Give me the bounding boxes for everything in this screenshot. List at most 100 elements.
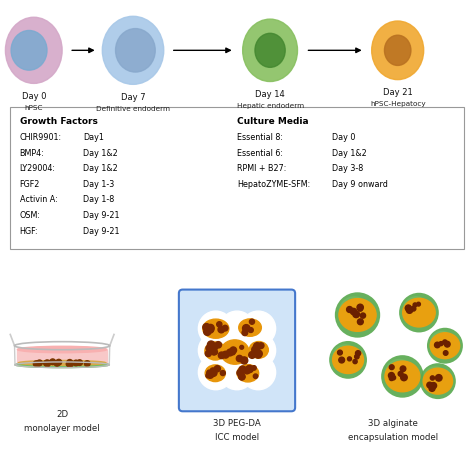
Ellipse shape bbox=[102, 16, 164, 84]
Circle shape bbox=[346, 307, 353, 312]
Circle shape bbox=[68, 361, 73, 366]
Text: hPSC-Hepatocy: hPSC-Hepatocy bbox=[370, 101, 426, 107]
Circle shape bbox=[241, 357, 248, 364]
Circle shape bbox=[243, 330, 246, 334]
Circle shape bbox=[255, 351, 262, 358]
FancyBboxPatch shape bbox=[179, 290, 295, 411]
Ellipse shape bbox=[5, 17, 62, 83]
Circle shape bbox=[253, 374, 258, 378]
Circle shape bbox=[45, 360, 50, 365]
Text: Day 7: Day 7 bbox=[121, 93, 146, 102]
Circle shape bbox=[413, 303, 417, 307]
Circle shape bbox=[231, 351, 235, 355]
Circle shape bbox=[219, 311, 255, 346]
Circle shape bbox=[329, 341, 367, 379]
Circle shape bbox=[212, 346, 217, 351]
Text: Day 1&2: Day 1&2 bbox=[83, 164, 118, 173]
Ellipse shape bbox=[237, 365, 259, 382]
Ellipse shape bbox=[339, 299, 376, 331]
Text: 2D: 2D bbox=[56, 410, 68, 419]
Circle shape bbox=[337, 350, 342, 355]
Text: RPMI + B27:: RPMI + B27: bbox=[237, 164, 286, 173]
Circle shape bbox=[445, 341, 450, 347]
Circle shape bbox=[67, 360, 73, 365]
Circle shape bbox=[241, 333, 275, 368]
Text: Day 0: Day 0 bbox=[331, 133, 355, 142]
Circle shape bbox=[222, 325, 228, 331]
Circle shape bbox=[239, 374, 245, 380]
Circle shape bbox=[427, 382, 432, 388]
Circle shape bbox=[398, 372, 403, 376]
Circle shape bbox=[56, 359, 62, 365]
Ellipse shape bbox=[205, 342, 226, 360]
Text: Day 9-21: Day 9-21 bbox=[83, 211, 120, 220]
Circle shape bbox=[360, 313, 365, 318]
Circle shape bbox=[333, 345, 357, 369]
Circle shape bbox=[44, 360, 49, 366]
FancyBboxPatch shape bbox=[10, 107, 464, 249]
Text: Day 0: Day 0 bbox=[21, 92, 46, 101]
Circle shape bbox=[219, 352, 225, 359]
Circle shape bbox=[205, 329, 210, 335]
Circle shape bbox=[77, 360, 82, 365]
Circle shape bbox=[244, 367, 250, 374]
Circle shape bbox=[208, 341, 215, 348]
Circle shape bbox=[84, 361, 90, 366]
Circle shape bbox=[220, 371, 225, 375]
Ellipse shape bbox=[11, 30, 47, 70]
Text: monolayer model: monolayer model bbox=[24, 424, 100, 433]
Ellipse shape bbox=[18, 360, 106, 365]
Text: HGF:: HGF: bbox=[19, 227, 38, 236]
Text: LY29004:: LY29004: bbox=[19, 164, 55, 173]
Circle shape bbox=[417, 302, 420, 306]
Circle shape bbox=[204, 328, 211, 335]
Circle shape bbox=[347, 357, 352, 361]
Circle shape bbox=[230, 347, 237, 354]
Text: HepatoZYME-SFM:: HepatoZYME-SFM: bbox=[237, 180, 310, 189]
Circle shape bbox=[381, 355, 424, 398]
Circle shape bbox=[248, 328, 253, 332]
Circle shape bbox=[215, 342, 221, 348]
Text: Day 1&2: Day 1&2 bbox=[83, 149, 118, 158]
Circle shape bbox=[66, 361, 72, 367]
Circle shape bbox=[241, 355, 275, 390]
Circle shape bbox=[227, 349, 233, 356]
Ellipse shape bbox=[203, 319, 229, 338]
Circle shape bbox=[423, 367, 447, 390]
Circle shape bbox=[339, 357, 345, 363]
Circle shape bbox=[240, 346, 244, 349]
Circle shape bbox=[210, 369, 217, 376]
Circle shape bbox=[429, 385, 435, 392]
Circle shape bbox=[249, 319, 255, 324]
Circle shape bbox=[239, 366, 246, 373]
Ellipse shape bbox=[384, 35, 411, 65]
Circle shape bbox=[218, 326, 225, 333]
Circle shape bbox=[356, 351, 361, 356]
Circle shape bbox=[401, 374, 407, 381]
Circle shape bbox=[255, 345, 260, 350]
Ellipse shape bbox=[403, 298, 435, 327]
Circle shape bbox=[239, 374, 245, 380]
Circle shape bbox=[199, 333, 233, 368]
Circle shape bbox=[403, 297, 429, 322]
Text: ICC model: ICC model bbox=[215, 433, 259, 442]
Circle shape bbox=[199, 311, 233, 346]
Circle shape bbox=[249, 352, 255, 358]
Circle shape bbox=[237, 369, 244, 376]
Circle shape bbox=[385, 359, 413, 387]
Ellipse shape bbox=[372, 21, 424, 80]
Circle shape bbox=[411, 306, 416, 311]
Circle shape bbox=[439, 342, 443, 346]
Ellipse shape bbox=[333, 346, 364, 374]
Circle shape bbox=[67, 361, 73, 366]
Circle shape bbox=[405, 305, 411, 311]
Circle shape bbox=[210, 368, 216, 374]
Circle shape bbox=[214, 350, 218, 354]
Ellipse shape bbox=[220, 340, 249, 364]
Ellipse shape bbox=[385, 361, 420, 392]
Circle shape bbox=[207, 370, 211, 375]
Circle shape bbox=[35, 361, 41, 366]
Ellipse shape bbox=[239, 319, 261, 336]
Circle shape bbox=[219, 355, 255, 390]
Text: Day 3-8: Day 3-8 bbox=[331, 164, 363, 173]
